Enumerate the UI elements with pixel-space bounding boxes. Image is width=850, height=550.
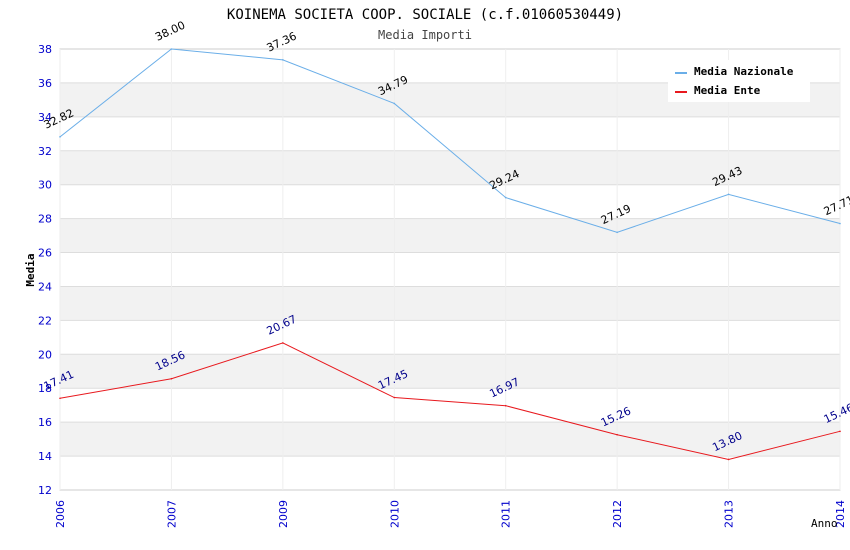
legend-label-nazionale: Media Nazionale <box>694 65 794 78</box>
y-tick-label: 22 <box>38 314 52 327</box>
y-tick-label: 28 <box>38 213 52 226</box>
plot-band <box>60 150 840 185</box>
data-point <box>727 458 730 461</box>
data-point <box>282 342 284 344</box>
legend: Media Nazionale Media Ente <box>668 60 810 102</box>
x-tick-label: 2007 <box>165 500 178 528</box>
y-tick-label: 18 <box>38 382 52 395</box>
x-axis-label: Anno <box>811 517 838 530</box>
data-point <box>616 433 618 436</box>
data-point <box>282 59 284 61</box>
y-axis-label: Media <box>24 253 37 286</box>
y-tick-label: 38 <box>38 43 52 56</box>
y-tick-label: 24 <box>38 280 52 293</box>
series-line-ente <box>59 342 841 460</box>
y-tick-label: 20 <box>38 348 52 361</box>
data-point <box>59 136 61 138</box>
chart-title: KOINEMA SOCIETA COOP. SOCIALE (c.f.01060… <box>227 7 623 23</box>
x-tick-label: 2006 <box>54 500 67 528</box>
x-tick-label: 2010 <box>388 500 401 528</box>
data-point <box>727 193 730 196</box>
y-tick-label: 36 <box>38 77 52 90</box>
data-point <box>839 222 841 225</box>
y-tick-label: 14 <box>38 450 52 463</box>
x-tick-label: 2009 <box>277 500 290 528</box>
plot-band <box>60 422 840 457</box>
legend-box <box>668 60 810 102</box>
x-axis-ticks: 2006 2007 2009 2010 2011 2012 2013 2014 <box>54 500 847 528</box>
data-point <box>170 377 173 380</box>
data-point <box>59 397 61 400</box>
y-tick-label: 12 <box>38 484 52 497</box>
plot-band <box>60 218 840 253</box>
y-tick-label: 26 <box>38 247 52 260</box>
data-point <box>504 196 507 199</box>
series-line-nazionale <box>59 48 841 233</box>
data-point <box>393 396 396 399</box>
y-tick-label: 32 <box>38 145 52 158</box>
data-point <box>504 404 507 407</box>
y-tick-label: 34 <box>38 111 52 124</box>
series-lines <box>59 48 841 461</box>
y-tick-label: 30 <box>38 179 52 192</box>
data-point <box>839 430 841 433</box>
chart-subtitle: Media Importi <box>378 28 472 42</box>
data-point <box>616 231 618 234</box>
y-tick-label: 16 <box>38 416 52 429</box>
data-label: 17.41 <box>42 368 76 393</box>
plot-band <box>60 286 840 321</box>
y-axis-ticks: 12 14 16 18 20 22 24 26 28 30 32 34 36 38 <box>38 43 52 497</box>
x-tick-label: 2014 <box>834 500 847 528</box>
data-label: 37.36 <box>265 29 299 54</box>
plot-band <box>60 354 840 389</box>
x-tick-label: 2011 <box>500 500 513 528</box>
x-tick-label: 2012 <box>611 500 624 528</box>
data-label: 38.00 <box>153 19 187 44</box>
gridlines <box>59 48 841 491</box>
data-point <box>393 102 396 105</box>
data-point <box>170 48 173 50</box>
x-tick-label: 2013 <box>723 500 736 528</box>
legend-label-ente: Media Ente <box>694 84 761 97</box>
plot-bands <box>60 82 840 457</box>
data-label: 27.71 <box>822 193 850 218</box>
